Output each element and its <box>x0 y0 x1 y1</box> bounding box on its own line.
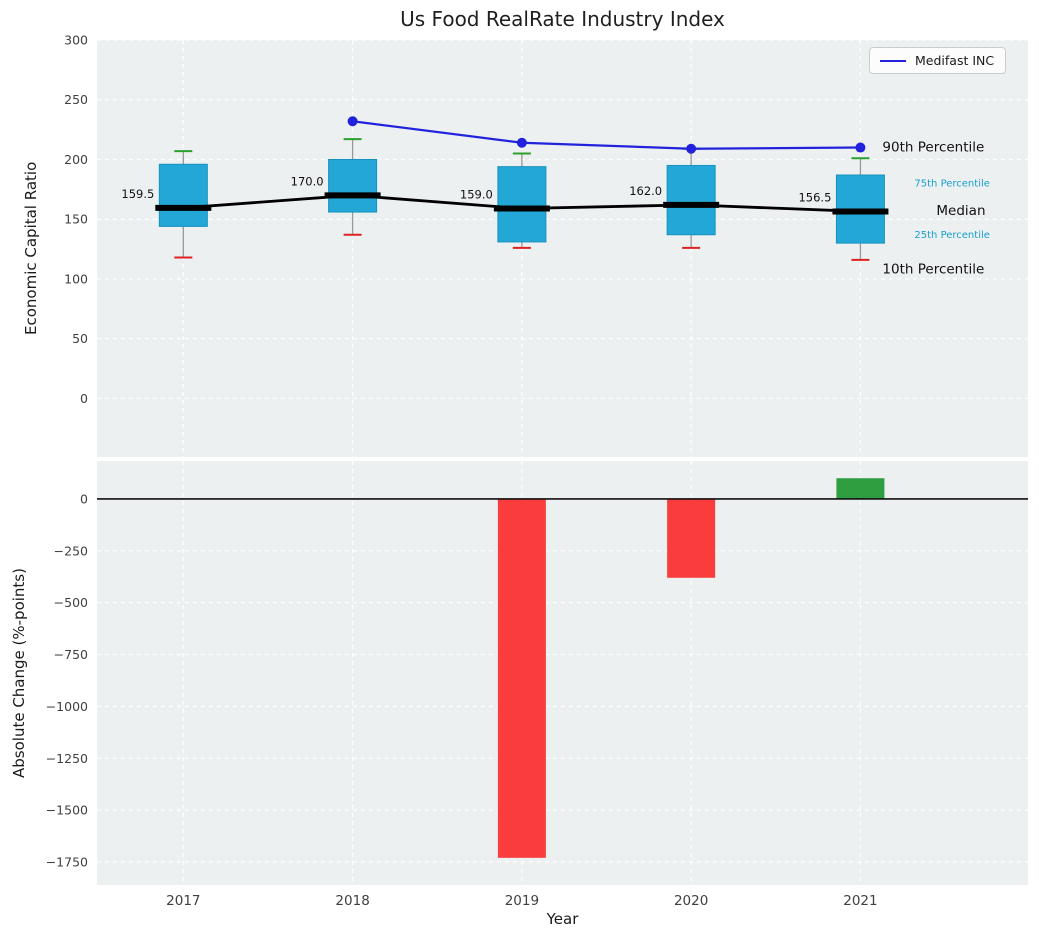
legend-line-swatch <box>880 59 906 62</box>
median-value-label: 159.5 <box>121 187 154 201</box>
annotation-median: Median <box>936 203 985 219</box>
chart-title: Us Food RealRate Industry Index <box>400 7 725 31</box>
top-ytick-200: 200 <box>64 152 88 167</box>
bottom-panel-bg <box>97 461 1028 885</box>
medifast-inc-marker <box>686 143 697 154</box>
box-2020: 162.0 <box>629 147 720 249</box>
median-value-label: 156.5 <box>798 190 831 204</box>
median-trend-line <box>183 193 861 213</box>
iqr-box <box>497 166 547 243</box>
legend: Medifast INC <box>869 47 1007 74</box>
annotation-75th-percentile: 75th Percentile <box>914 178 990 189</box>
x-axis-label: Year <box>546 910 579 928</box>
xtick-2019: 2019 <box>505 893 539 909</box>
change-bars <box>497 478 885 858</box>
iqr-box <box>328 158 378 213</box>
annotation-10th-percentile: 10th Percentile <box>882 261 984 277</box>
bottom-ytick-0: 0 <box>80 491 88 506</box>
medifast-inc-marker <box>855 142 866 153</box>
top-ytick-100: 100 <box>64 271 88 286</box>
median-value-label: 159.0 <box>460 187 493 201</box>
y-axis-label-top: Economic Capital Ratio <box>22 161 40 336</box>
xtick-2018: 2018 <box>335 893 369 909</box>
change-bar-2019 <box>497 498 546 858</box>
bottom-ytick--1750: −1750 <box>46 854 88 869</box>
xtick-2017: 2017 <box>166 893 200 909</box>
median-value-label: 162.0 <box>629 184 662 198</box>
bottom-ytick--750: −750 <box>54 647 88 662</box>
bottom-ytick--1500: −1500 <box>46 803 88 818</box>
change-bar-2021 <box>836 478 885 499</box>
bottom-ytick--1000: −1000 <box>46 699 88 714</box>
top-panel-bg <box>97 40 1028 457</box>
annotation-90th-percentile: 90th Percentile <box>882 140 984 156</box>
bottom-ytick--500: −500 <box>54 595 88 610</box>
top-ytick-150: 150 <box>64 212 88 227</box>
top-ytick-0: 0 <box>80 391 88 406</box>
medifast-inc-marker <box>516 137 527 148</box>
bottom-ytick--250: −250 <box>54 543 88 558</box>
medifast-inc-line <box>352 120 861 150</box>
change-bar-2020 <box>667 498 716 578</box>
y-axis-label-bottom: Absolute Change (%-points) <box>10 568 28 778</box>
bottom-ytick--1250: −1250 <box>46 751 88 766</box>
top-ytick-250: 250 <box>64 92 88 107</box>
top-ytick-50: 50 <box>72 331 88 346</box>
median-value-label: 170.0 <box>291 174 324 188</box>
gridlines <box>97 39 1028 885</box>
medifast-inc-marker <box>347 116 358 127</box>
iqr-box <box>158 163 208 227</box>
xtick-2020: 2020 <box>674 893 708 909</box>
annotation-25th-percentile: 25th Percentile <box>914 230 990 241</box>
iqr-box <box>666 164 716 236</box>
top-ytick-300: 300 <box>64 33 88 48</box>
box-2017: 159.5 <box>121 150 212 259</box>
xtick-2021: 2021 <box>843 893 877 909</box>
legend-label: Medifast INC <box>915 53 995 68</box>
